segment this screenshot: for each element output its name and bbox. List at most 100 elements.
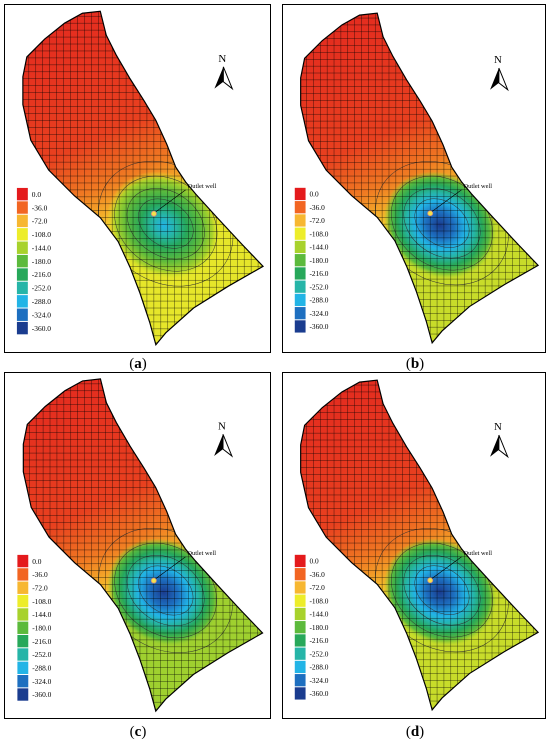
color-legend: 0.0 -36.0 -72.0 -108.0 -144.0 -180.0 -216.0 -25…: [294, 187, 329, 333]
legend-label: -324.0: [309, 309, 328, 318]
north-label: N: [218, 53, 226, 65]
legend-swatch: [16, 214, 28, 228]
legend-swatch: [294, 568, 306, 581]
legend-label: -252.0: [309, 282, 328, 291]
legend-swatch: [294, 554, 306, 568]
legend-label: -72.0: [309, 216, 325, 225]
legend-swatch: [16, 295, 28, 308]
legend-swatch: [294, 254, 306, 267]
legend-label: -252.0: [309, 649, 328, 658]
map-panel-a: Outlet well N 0.0 -36.0 -72.0 -108.0 -144.0 -18…: [4, 4, 271, 353]
legend-swatch: [294, 187, 306, 201]
panel-caption: (c): [129, 724, 147, 740]
panel-caption: (b): [405, 356, 425, 372]
legend-swatch: [294, 201, 306, 214]
legend-swatch: [294, 660, 306, 674]
outlet-well-label: Outlet well: [188, 183, 217, 190]
outlet-well-marker: [427, 577, 434, 584]
legend-swatch: [294, 214, 306, 227]
outlet-leader-line: [155, 556, 186, 579]
legend-swatch: [16, 187, 28, 201]
legend-label: 0.0: [309, 190, 319, 199]
legend-label: -72.0: [309, 583, 325, 592]
legend-swatch: [294, 634, 306, 647]
legend-label: -180.0: [32, 624, 51, 633]
legend-label: -72.0: [32, 217, 48, 226]
contour-map: Outlet well N 0.0 -36.0 -72.0 -108.0 -144.0 -18…: [294, 379, 540, 712]
legend-label: -108.0: [309, 596, 328, 605]
legend-swatch: [16, 254, 28, 268]
legend-swatch: [294, 280, 306, 293]
legend-swatch: [294, 240, 306, 254]
legend-swatch: [17, 621, 29, 634]
legend-swatch: [294, 687, 306, 700]
panel-caption: (a): [129, 356, 147, 372]
outlet-well-label: Outlet well: [464, 183, 493, 190]
legend-swatch: [17, 634, 29, 648]
legend-swatch: [294, 647, 306, 660]
legend-label: -180.0: [32, 257, 51, 266]
legend-label: 0.0: [309, 557, 319, 566]
legend-swatch: [294, 594, 306, 607]
legend-swatch: [294, 307, 306, 320]
legend-label: -360.0: [32, 690, 51, 699]
north-arrow-icon: [490, 434, 509, 459]
legend-label: -360.0: [309, 322, 328, 331]
legend-swatch: [16, 281, 28, 295]
legend-label: -216.0: [309, 269, 328, 278]
outlet-well-marker: [150, 577, 157, 584]
panel-caption: (d): [405, 724, 425, 740]
north-arrow-icon: [214, 66, 234, 91]
legend-label: -216.0: [32, 637, 51, 646]
legend-swatch: [294, 293, 306, 307]
contour-map: Outlet well N 0.0 -36.0 -72.0 -108.0 -144.0 -18…: [294, 12, 540, 345]
north-arrow-icon: [214, 434, 234, 458]
legend-label: -144.0: [309, 610, 328, 619]
legend-swatch: [16, 241, 28, 254]
legend-label: -144.0: [32, 243, 51, 252]
legend-label: -360.0: [309, 689, 328, 698]
outlet-well-label: Outlet well: [464, 550, 493, 557]
legend-label: -216.0: [32, 270, 51, 279]
legend-label: -252.0: [32, 284, 51, 293]
legend-label: -360.0: [32, 324, 51, 333]
legend-swatch: [16, 321, 28, 335]
legend-swatch: [17, 608, 29, 621]
legend-label: -288.0: [32, 664, 51, 673]
legend-label: -324.0: [32, 310, 51, 319]
legend-label: -108.0: [32, 597, 51, 606]
legend-label: -144.0: [309, 243, 328, 252]
legend-label: -216.0: [309, 636, 328, 645]
legend-swatch: [17, 661, 29, 675]
map-panel-b: Outlet well N 0.0 -36.0 -72.0 -108.0 -144.0 -18…: [282, 4, 546, 353]
color-legend: 0.0 -36.0 -72.0 -108.0 -144.0 -180.0 -216.0 -25…: [17, 554, 52, 701]
legend-label: -36.0: [32, 203, 48, 212]
legend-swatch: [17, 594, 29, 608]
legend-swatch: [17, 554, 29, 568]
contour-map: Outlet well N 0.0 -36.0 -72.0 -108.0 -144.0 -18…: [16, 10, 265, 347]
legend-label: -72.0: [32, 583, 48, 592]
legend-swatch: [17, 688, 29, 701]
legend-label: 0.0: [32, 557, 42, 566]
legend-label: -108.0: [309, 229, 328, 238]
legend-label: -108.0: [32, 230, 51, 239]
legend-swatch: [294, 320, 306, 333]
legend-swatch: [294, 607, 306, 621]
color-legend: 0.0 -36.0 -72.0 -108.0 -144.0 -180.0 -216.0 -25…: [16, 187, 51, 335]
legend-swatch: [16, 268, 28, 281]
legend-label: -144.0: [32, 610, 51, 619]
legend-swatch: [16, 228, 28, 241]
legend-label: 0.0: [32, 190, 42, 199]
map-panel-d: Outlet well N 0.0 -36.0 -72.0 -108.0 -144.0 -18…: [282, 372, 546, 719]
outlet-leader-line: [431, 189, 462, 212]
legend-label: -252.0: [32, 650, 51, 659]
outlet-well-marker: [427, 210, 434, 217]
legend-label: -180.0: [309, 623, 328, 632]
legend-swatch: [17, 674, 29, 688]
legend-label: -288.0: [32, 297, 51, 306]
legend-swatch: [294, 267, 306, 280]
legend-swatch: [16, 308, 28, 321]
north-label: N: [494, 54, 502, 66]
legend-label: -324.0: [309, 676, 328, 685]
legend-swatch: [17, 568, 29, 581]
